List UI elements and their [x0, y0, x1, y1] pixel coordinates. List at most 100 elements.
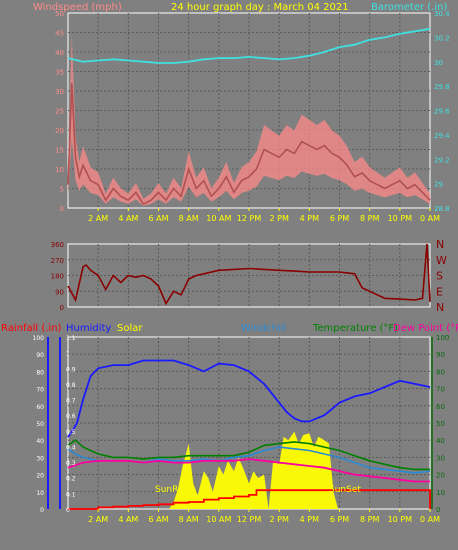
wind-y-tick-label: 40 — [55, 49, 64, 57]
graph-title: 24 hour graph day : March 04 2021 — [171, 2, 349, 13]
wind-y-tick-label: 20 — [55, 127, 64, 135]
temp-x-tick-label: 8 PM — [360, 515, 379, 524]
barometer-title: Barometer (.in) — [371, 2, 447, 13]
rain-y-tick-label: 80 — [36, 369, 44, 376]
temp-x-tick-label: 6 AM — [148, 515, 168, 524]
temperature-panel: 010203040506070809010000.10.20.30.40.50.… — [1, 323, 458, 524]
temperature-line — [67, 439, 430, 471]
wind-series — [67, 27, 431, 206]
barometer-y-tick-label: 30 — [434, 59, 443, 67]
windchill-title: Windchill — [241, 323, 286, 334]
wind-y-tick-label: 45 — [55, 30, 64, 38]
wind-y-tick-label: 5 — [60, 186, 64, 194]
humidity-y-tick-label: 0 — [66, 507, 70, 514]
humidity-y-tick-label: 0.6 — [66, 413, 76, 420]
temp-y-tick-label: 30 — [436, 454, 445, 462]
barometer-y-tick-label: 30.2 — [434, 34, 450, 42]
temp-x-tick-label: 12 PM — [237, 515, 262, 524]
wind-barometer-panel: 0 5 10 15 20 25 30 35 40 45 50 28.8 29 29.2 29.4 29.6 29… — [33, 2, 450, 223]
compass-label: N — [436, 238, 444, 251]
wind-x-tick-label: 4 AM — [118, 214, 138, 223]
solar-title: Solar — [117, 323, 143, 334]
temp-y-tick-label: 50 — [436, 420, 445, 428]
wind-x-tick-label: 2 AM — [88, 214, 108, 223]
rain-y-tick-label: 90 — [36, 352, 44, 359]
rainfall-line — [68, 489, 431, 510]
humidity-y-tick-label: 0.5 — [66, 429, 76, 436]
humidity-y-tick-label: 1.1 — [66, 335, 76, 342]
humidity-y-tick-label: 0.7 — [66, 398, 76, 405]
humidity-y-tick-label: 0.3 — [66, 460, 76, 467]
temp-y-tick-label: 40 — [436, 437, 445, 445]
sunrise-label: SunR — [155, 485, 178, 495]
temp-x-tick-label: 2 AM — [88, 515, 108, 524]
dewpoint-title: Dew Point (°F) — [393, 323, 458, 334]
direction-y-tick-label: 0 — [60, 304, 64, 312]
temperature-series — [67, 359, 431, 510]
rain-y-tick-label: 20 — [36, 473, 44, 480]
temperature-title: Temperature (°F) — [312, 323, 398, 334]
humidity-y-tick-label: 0.9 — [66, 366, 76, 373]
barometer-y-tick-label: 29 — [434, 181, 443, 189]
temp-y-tick-label: 80 — [436, 368, 445, 376]
temp-x-tick-label: 4 PM — [300, 515, 319, 524]
dewpoint-line — [67, 458, 430, 483]
temp-y-tick-label: 90 — [436, 351, 445, 359]
wind-y-tick-label: 10 — [55, 166, 64, 174]
humidity-title: Humidity — [66, 323, 111, 334]
compass-label: E — [436, 285, 443, 298]
direction-y-tick-label: 90 — [55, 288, 64, 296]
temp-x-tick-label: 10 PM — [388, 515, 413, 524]
temperature-axes: 010203040506070809010000.10.20.30.40.50.… — [33, 334, 450, 524]
wind-y-tick-label: 35 — [55, 69, 64, 77]
wind-x-tick-label: 8 AM — [179, 214, 199, 223]
temp-y-tick-label: 0 — [436, 506, 440, 514]
direction-y-tick-label: 360 — [51, 241, 64, 249]
barometer-y-tick-label: 29.8 — [434, 83, 450, 91]
barometer-y-tick-label: 29.4 — [434, 132, 450, 140]
barometer-line — [67, 27, 431, 64]
temp-y-tick-label: 10 — [436, 489, 445, 497]
rain-y-tick-label: 40 — [36, 438, 44, 445]
barometer-y-tick-label: 28.8 — [434, 205, 450, 213]
humidity-y-tick-label: 0.8 — [66, 382, 76, 389]
rain-y-tick-label: 60 — [36, 404, 44, 411]
wind-y-tick-label: 15 — [55, 147, 64, 155]
humidity-y-tick-label: 0.2 — [66, 476, 76, 483]
rain-y-tick-label: 50 — [36, 421, 44, 428]
temp-y-tick-label: 60 — [436, 403, 445, 411]
wind-x-tick-label: 8 PM — [360, 214, 379, 223]
compass-label: N — [436, 301, 444, 314]
wind-y-tick-label: 50 — [55, 10, 64, 18]
direction-grid — [68, 244, 430, 307]
rain-y-tick-label: 10 — [36, 490, 44, 497]
wind-x-tick-label: 0 AM — [420, 214, 440, 223]
temp-x-tick-label: 0 AM — [420, 515, 440, 524]
temp-x-tick-label: 4 AM — [118, 515, 138, 524]
rainfall-title: Rainfall (.in) — [1, 323, 62, 334]
wind-x-tick-label: 6 PM — [330, 214, 349, 223]
compass-label: S — [436, 270, 443, 283]
barometer-y-tick-label: 29.2 — [434, 156, 450, 164]
wind-x-tick-label: 6 AM — [148, 214, 168, 223]
wind-y-tick-label: 25 — [55, 108, 64, 116]
temp-x-tick-label: 8 AM — [179, 515, 199, 524]
sunset-label: SunSet — [329, 485, 361, 495]
humidity-line — [67, 359, 431, 438]
wind-direction-line — [67, 243, 431, 306]
rain-y-tick-label: 70 — [36, 387, 44, 394]
temp-y-tick-label: 20 — [436, 472, 445, 480]
temp-y-tick-label: 100 — [436, 334, 449, 342]
wind-x-tick-label: 10 AM — [206, 214, 231, 223]
direction-series — [67, 243, 431, 306]
wind-x-tick-label: 12 PM — [237, 214, 262, 223]
wind-x-tick-label: 10 PM — [388, 214, 413, 223]
barometer-y-tick-label: 30.4 — [434, 10, 450, 18]
wind-x-tick-label: 4 PM — [300, 214, 319, 223]
temp-x-tick-label: 6 PM — [330, 515, 349, 524]
temp-x-tick-label: 2 PM — [269, 515, 288, 524]
solar-area — [169, 431, 338, 509]
